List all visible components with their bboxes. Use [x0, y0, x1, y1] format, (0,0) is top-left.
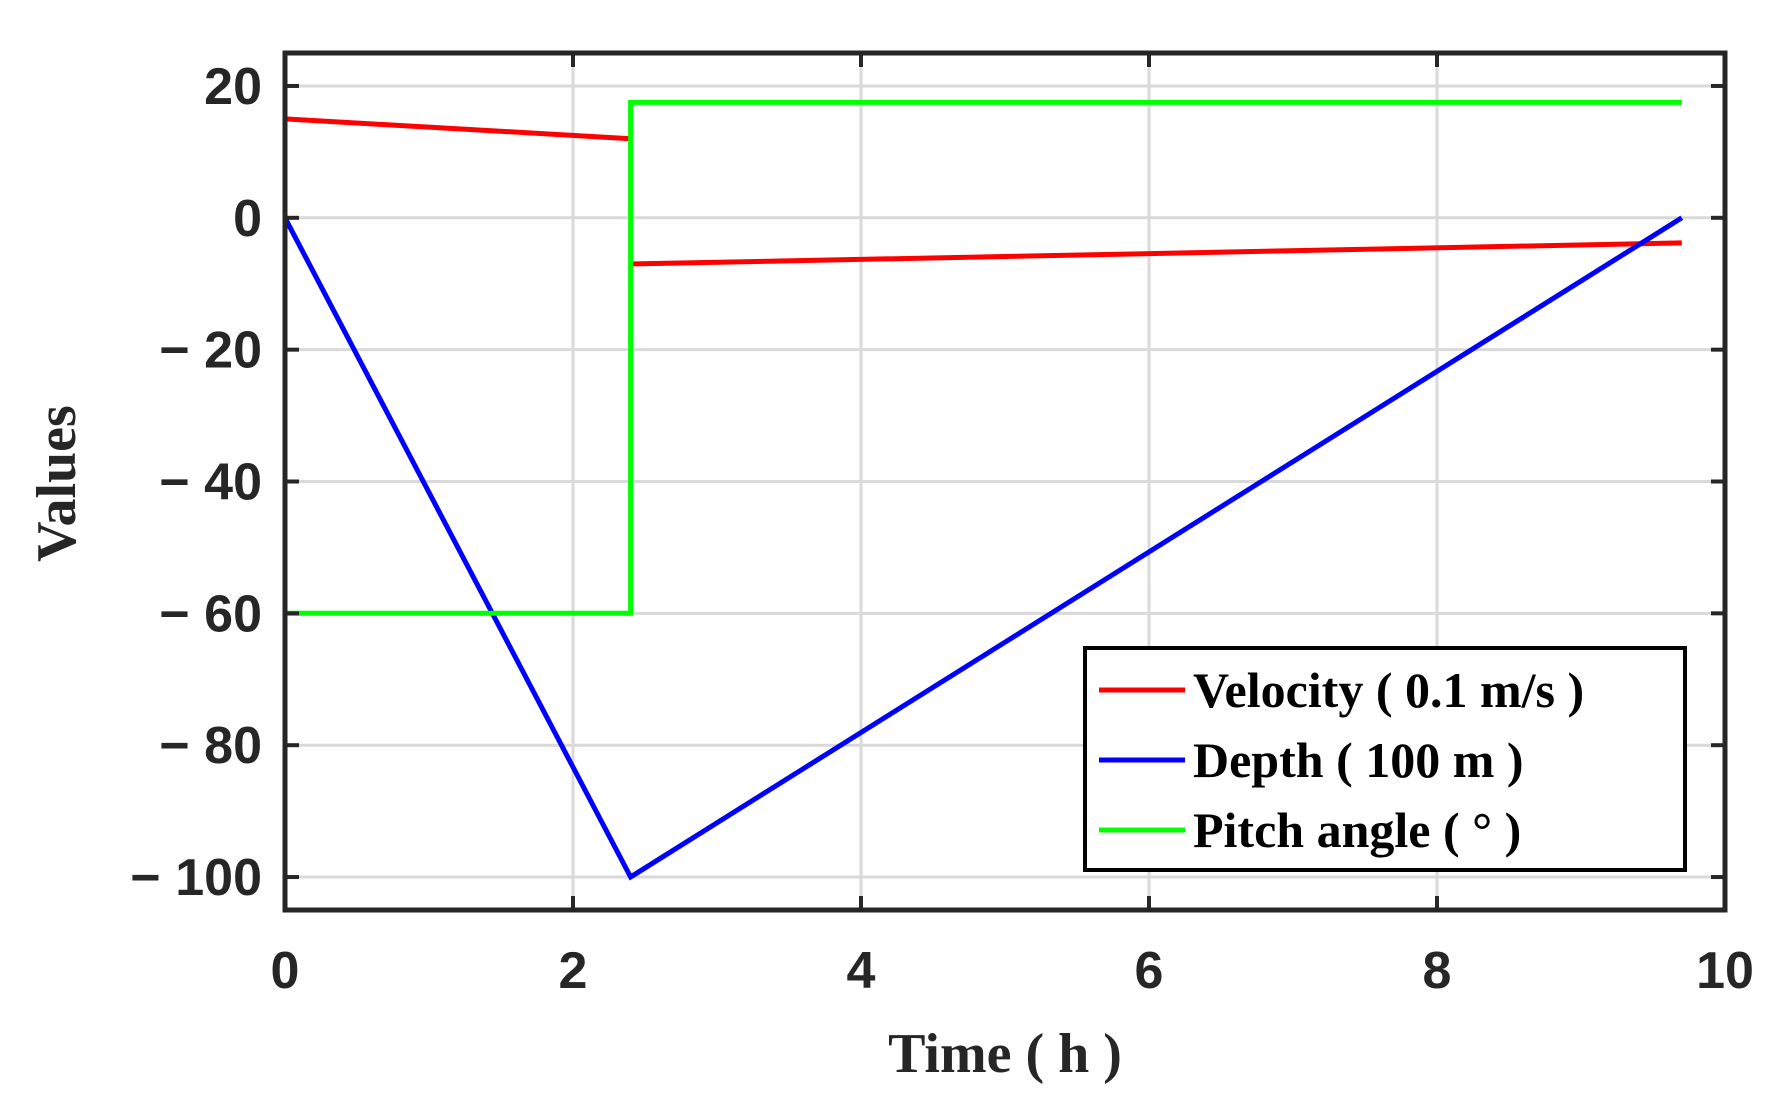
- y-tick-label: 20: [204, 58, 262, 116]
- series-line: [284, 116, 631, 142]
- y-tick-label: − 40: [159, 454, 262, 512]
- x-tick-label: 8: [1423, 942, 1452, 1000]
- series-line: [282, 215, 1684, 881]
- y-tick-labels: 20 0 − 20 − 40 − 60 − 80 − 100: [130, 58, 262, 907]
- series-group: [284, 116, 1682, 267]
- y-tick-label: − 20: [159, 322, 262, 380]
- legend-label: Pitch angle ( ° ): [1193, 802, 1521, 858]
- x-tick-labels: 0 2 4 6 8 10: [271, 942, 1754, 1000]
- x-tick-label: 6: [1135, 942, 1164, 1000]
- x-tick-label: 10: [1696, 942, 1754, 1000]
- x-axis-title: Time ( h ): [888, 1023, 1122, 1085]
- y-tick-label: − 80: [159, 717, 262, 775]
- plot-series: [282, 99, 1684, 881]
- x-tick-label: 4: [847, 942, 876, 1000]
- legend-label: Depth ( 100 m ): [1193, 732, 1524, 788]
- y-tick-label: − 100: [130, 849, 262, 907]
- y-axis-title: Values: [26, 405, 88, 562]
- legend-label: Velocity ( 0.1 m/s ): [1193, 662, 1584, 718]
- legend: Velocity ( 0.1 m/s ) Depth ( 100 m ) Pitch…: [1083, 646, 1687, 872]
- series-line: [630, 240, 1682, 267]
- axis-ticks: [283, 53, 1727, 910]
- series-group: [282, 215, 1684, 881]
- y-tick-label: 0: [233, 190, 262, 248]
- x-tick-label: 2: [559, 942, 588, 1000]
- x-tick-label: 0: [271, 942, 300, 1000]
- y-tick-label: − 60: [159, 585, 262, 643]
- series-group: [285, 99, 1682, 616]
- series-line: [285, 99, 1682, 616]
